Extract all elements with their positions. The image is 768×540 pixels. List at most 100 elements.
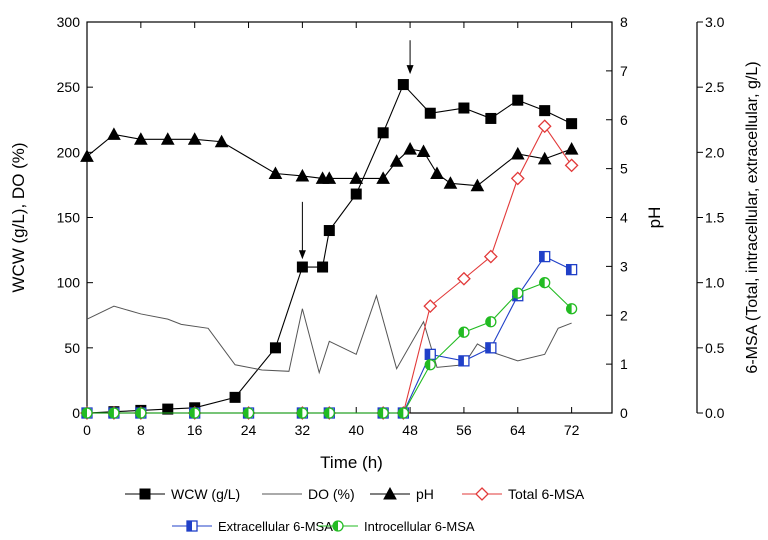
left-y-axis-label: WCW (g/L), DO (%) <box>9 142 28 292</box>
point-wcw-g-l-shape <box>269 342 281 354</box>
x-tick-label: 40 <box>348 422 364 438</box>
point-extracellular-6-msa-fill <box>425 349 431 360</box>
x-tick-label: 64 <box>510 422 526 438</box>
point-total-6-msa <box>483 249 498 264</box>
point-extracellular-6-msa <box>539 250 551 263</box>
x-axis-label: Time (h) <box>320 453 383 472</box>
legend-swatch-marker-fill <box>187 521 192 531</box>
msa-y-tick-label: 1.0 <box>705 275 725 291</box>
point-introcellular-6-msa <box>242 407 255 419</box>
point-introcellular-6-msa-fill <box>398 408 404 418</box>
point-wcw-g-l <box>162 403 174 415</box>
legend-item-ph: pH <box>370 486 434 502</box>
point-total-6-msa <box>457 271 471 286</box>
point-introcellular-6-msa <box>323 407 335 419</box>
point-wcw-g-l <box>512 94 524 106</box>
point-total-6-msa-shape <box>537 119 552 134</box>
point-wcw-g-l <box>424 107 436 119</box>
point-introcellular-6-msa-fill <box>539 277 545 288</box>
point-ph-shape <box>403 142 417 155</box>
point-ph <box>470 178 485 192</box>
plot-frame <box>86 21 613 414</box>
legend-label: Introcellular 6-MSA <box>364 519 475 534</box>
legend-item-do: DO (%) <box>262 486 355 502</box>
point-ph <box>134 132 148 145</box>
left-y-tick-label: 250 <box>57 79 81 95</box>
point-introcellular-6-msa-fill <box>485 316 491 327</box>
point-wcw-g-l <box>539 105 551 117</box>
point-introcellular-6-msa <box>424 359 436 371</box>
point-wcw-g-l <box>229 391 241 403</box>
legend-item-total-6-msa: Total 6-MSA <box>462 486 585 502</box>
point-ph-shape <box>470 178 485 192</box>
ph-y-tick-label: 1 <box>620 356 628 372</box>
point-ph <box>403 142 417 155</box>
point-wcw-g-l <box>397 79 409 91</box>
point-introcellular-6-msa <box>81 407 93 419</box>
ph-y-tick-label: 0 <box>620 405 628 421</box>
point-ph <box>187 132 202 145</box>
point-wcw-g-l <box>458 102 470 114</box>
point-extracellular-6-msa <box>458 355 470 367</box>
point-wcw-g-l-shape <box>162 403 174 415</box>
legend-swatch-marker <box>186 520 198 532</box>
point-wcw-g-l <box>296 261 308 273</box>
legend-swatch-marker <box>475 487 489 501</box>
ph-y-tick-label: 8 <box>620 14 628 30</box>
legend-label: Total 6-MSA <box>508 486 585 502</box>
legend-item-wcw-g-l: WCW (g/L) <box>125 486 240 502</box>
point-ph <box>443 176 458 189</box>
point-total-6-msa <box>423 299 438 314</box>
point-ph <box>295 168 310 182</box>
ph-y-tick-label: 4 <box>620 210 628 226</box>
msa-y-axis-label: 6-MSA (Total, intracellular, extracellul… <box>744 61 761 373</box>
point-extracellular-6-msa <box>485 342 497 354</box>
point-introcellular-6-msa-fill <box>135 408 141 418</box>
msa-y-tick-label: 1.5 <box>705 210 725 226</box>
legend-label: pH <box>416 486 434 502</box>
point-wcw-g-l <box>566 118 578 130</box>
point-total-6-msa <box>564 158 579 173</box>
legend: WCW (g/L) DO (%) pH Total 6-MSA Extracellula… <box>125 486 585 534</box>
x-tick-label: 32 <box>295 422 311 438</box>
x-tick-label: 8 <box>137 422 145 438</box>
point-ph <box>416 144 431 158</box>
point-introcellular-6-msa <box>377 407 389 419</box>
series-line-extracellular-6-msa <box>87 255 572 414</box>
series-do <box>86 294 572 375</box>
left-y-tick-label: 0 <box>72 405 80 421</box>
series-line-do <box>86 294 572 375</box>
point-ph <box>389 154 404 167</box>
series-wcw-g-l <box>81 79 578 419</box>
point-wcw-g-l-shape <box>566 118 578 130</box>
point-total-6-msa-shape <box>510 171 525 186</box>
point-wcw-g-l-shape <box>317 261 329 273</box>
series-line-wcw-g-l <box>86 83 572 414</box>
point-ph <box>430 166 444 180</box>
arrow-head <box>406 65 414 75</box>
point-ph <box>349 171 364 184</box>
legend-swatch-marker-shape <box>383 486 397 500</box>
point-introcellular-6-msa-fill <box>243 408 249 418</box>
point-ph <box>537 151 552 165</box>
point-ph <box>510 146 525 160</box>
point-ph-shape <box>376 171 390 184</box>
ph-y-tick-label: 6 <box>620 112 628 128</box>
annotation-arrow <box>406 40 414 75</box>
legend-swatch-marker-fill <box>333 521 338 531</box>
point-introcellular-6-msa-fill <box>512 288 518 299</box>
legend-swatch-marker <box>383 486 397 500</box>
point-wcw-g-l <box>323 225 335 237</box>
point-ph <box>322 171 337 184</box>
left-y-tick-label: 100 <box>57 275 81 291</box>
point-total-6-msa-shape <box>564 158 579 173</box>
x-tick-label: 56 <box>456 422 472 438</box>
point-introcellular-6-msa-fill <box>189 408 195 418</box>
point-introcellular-6-msa <box>485 316 497 328</box>
point-ph-shape <box>134 132 148 145</box>
point-ph-shape <box>295 168 310 182</box>
point-introcellular-6-msa-fill <box>458 327 464 338</box>
point-introcellular-6-msa-fill <box>378 408 384 418</box>
point-total-6-msa-shape <box>457 271 471 286</box>
